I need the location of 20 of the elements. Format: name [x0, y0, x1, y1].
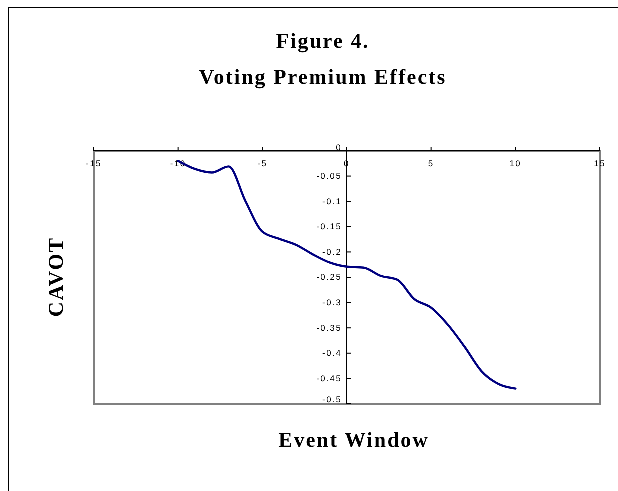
y-tick-label: -0.2 [322, 246, 342, 257]
x-tick-label: 15 [594, 158, 606, 169]
x-tick-label: -5 [258, 158, 268, 169]
x-axis-title: Event Window [278, 428, 430, 452]
y-tick-label: -0.1 [322, 196, 342, 206]
y-tick-label: -0.15 [316, 222, 342, 232]
x-tick-label: -15 [86, 158, 102, 169]
y-tick-label: -0.4 [322, 348, 342, 358]
y-tick-label: -0.45 [316, 373, 342, 384]
y-tick-label: -0.35 [316, 322, 342, 333]
y-axis-title: CAVOT [44, 236, 68, 318]
x-tick-label: 10 [510, 158, 522, 169]
chart-title: Figure 4. [276, 29, 370, 53]
chart-subtitle: Voting Premium Effects [199, 65, 447, 89]
y-tick-label: -0.3 [322, 298, 342, 308]
y-tick-label: -0.5 [322, 394, 342, 404]
y-tick-label: -0.05 [316, 171, 342, 182]
y-tick-label: -0.25 [316, 272, 342, 282]
x-tick-label: 5 [428, 158, 434, 169]
y-tick-label: 0 [336, 142, 342, 153]
